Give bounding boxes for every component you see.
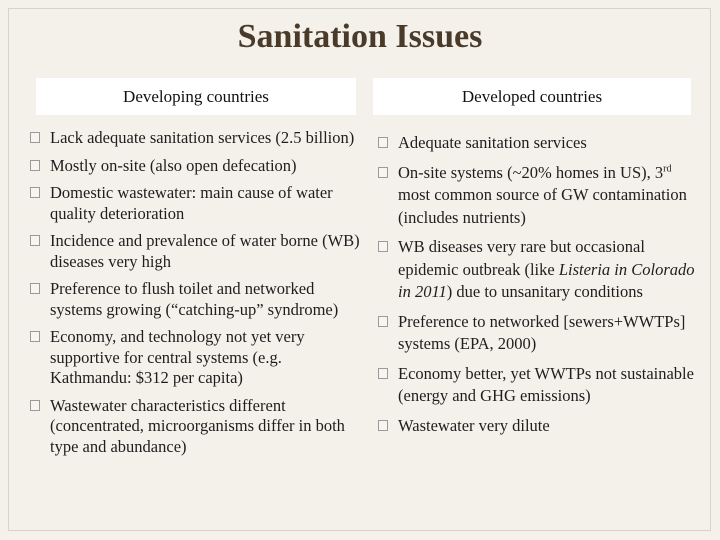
slide-frame xyxy=(8,8,711,531)
superscript: rd xyxy=(663,163,672,174)
developing-countries-list: Lack adequate sanitation services (2.5 b… xyxy=(30,128,360,464)
list-item-text: Mostly on-site (also open defecation) xyxy=(50,155,297,175)
checkbox-bullet-icon xyxy=(30,159,40,171)
list-item-text: Wastewater very dilute xyxy=(398,415,550,435)
list-item: Lack adequate sanitation services (2.5 b… xyxy=(30,128,360,149)
list-item-text: Economy, and technology not yet very sup… xyxy=(50,327,305,387)
developed-countries-header: Developed countries xyxy=(373,78,691,115)
list-item: Mostly on-site (also open defecation) xyxy=(30,156,360,177)
list-item: Domestic wastewater: main cause of water… xyxy=(30,183,360,224)
list-item: Wastewater characteristics different (co… xyxy=(30,396,360,458)
checkbox-bullet-icon xyxy=(378,166,388,178)
list-item-text: Adequate sanitation services xyxy=(398,133,587,152)
list-item: Incidence and prevalence of water borne … xyxy=(30,231,360,272)
italic-example: Listeria in Colorado in 2011 xyxy=(398,259,695,302)
checkbox-bullet-icon xyxy=(30,235,40,246)
checkbox-bullet-icon xyxy=(30,283,40,294)
list-item-text-part: ) due to unsanitary conditions xyxy=(446,282,643,301)
checkbox-bullet-icon xyxy=(378,367,388,379)
list-item: Preference to flush toilet and networked… xyxy=(30,279,360,320)
list-item-text: Economy better, yet WWTPs not sustainabl… xyxy=(398,363,694,406)
list-item: Economy, and technology not yet very sup… xyxy=(30,327,360,389)
list-item-text: Preference to flush toilet and networked… xyxy=(50,279,339,319)
page-title: Sanitation Issues xyxy=(237,18,483,55)
checkbox-bullet-icon xyxy=(30,187,40,198)
checkbox-bullet-icon xyxy=(30,399,40,411)
list-item-text: Lack adequate sanitation services (2.5 b… xyxy=(50,128,355,147)
list-item-text: Wastewater characteristics different (co… xyxy=(50,395,345,456)
list-item-text-part: On-site systems (~20% homes in US), 3 xyxy=(398,162,664,182)
list-item: WB diseases very rare but occasional epi… xyxy=(378,236,696,304)
list-item-text: Incidence and prevalence of water borne … xyxy=(50,231,360,271)
list-item: Wastewater very dilute xyxy=(378,415,696,438)
list-item: Adequate sanitation services xyxy=(378,132,696,155)
checkbox-bullet-icon xyxy=(378,315,388,327)
developing-countries-header: Developing countries xyxy=(36,78,356,115)
list-item-text: Preference to networked [sewers+WWTPs] s… xyxy=(398,311,686,354)
list-item: Economy better, yet WWTPs not sustainabl… xyxy=(378,363,696,408)
list-item-text: Domestic wastewater: main cause of water… xyxy=(50,183,333,223)
checkbox-bullet-icon xyxy=(30,132,40,143)
checkbox-bullet-icon xyxy=(378,419,388,431)
checkbox-bullet-icon xyxy=(30,331,40,342)
developed-countries-list: Adequate sanitation services On-site sys… xyxy=(378,132,696,444)
checkbox-bullet-icon xyxy=(378,241,388,252)
list-item: Preference to networked [sewers+WWTPs] s… xyxy=(378,311,696,356)
list-item: On-site systems (~20% homes in US), 3rd … xyxy=(378,162,696,230)
list-item-text-part: WB diseases very rare but occasional epi… xyxy=(398,237,645,279)
list-item-text-part: most common source of GW contamination (… xyxy=(398,185,687,227)
checkbox-bullet-icon xyxy=(378,137,388,148)
